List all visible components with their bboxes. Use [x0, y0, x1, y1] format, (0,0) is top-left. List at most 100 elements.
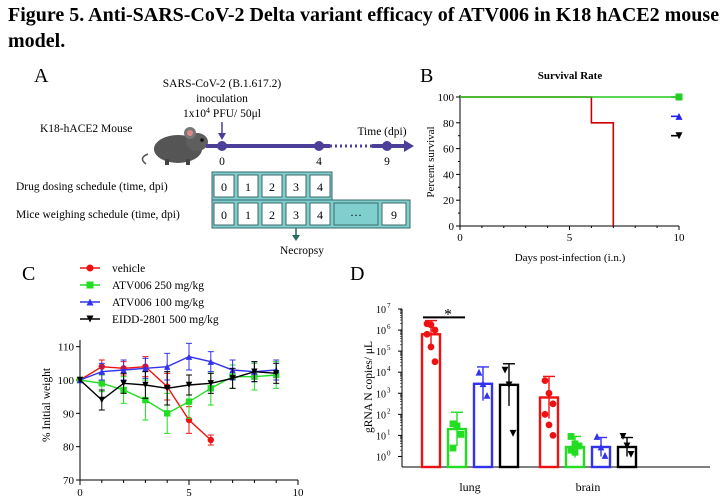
- weight-point: [164, 385, 171, 392]
- timeline-arrowhead: [404, 140, 414, 152]
- panel-b-survival-chart: B Survival Rate 0 20 40 60 80 100 0 5 10 Days post…: [420, 65, 685, 264]
- category-label: brain: [576, 480, 601, 494]
- timeline-tick-4: 4: [316, 156, 322, 168]
- drug-day-label: 2: [269, 180, 275, 194]
- legend-marker: [86, 264, 94, 272]
- y-tick-label: 80: [63, 442, 75, 454]
- data-point: [597, 443, 605, 451]
- bar-group: [616, 433, 638, 469]
- y-tick-label: 100: [438, 92, 455, 104]
- drug-day-cell: [285, 174, 307, 198]
- weigh-day-cell: [381, 202, 407, 226]
- survival-line-0: [460, 96, 615, 226]
- data-point: [423, 330, 431, 338]
- y-tick-label: 80: [443, 118, 455, 130]
- necropsy-label: Necropsy: [280, 245, 324, 257]
- data-point: [619, 433, 627, 440]
- y-axis-label: % Initial weight: [41, 367, 53, 442]
- weigh-day-cell: [333, 202, 379, 226]
- weight-point: [98, 396, 105, 404]
- bar-group: [564, 433, 586, 469]
- weigh-day-label: 4: [317, 208, 323, 222]
- legend-label: ATV006 250 mg/kg: [112, 280, 204, 292]
- data-point: [541, 410, 549, 418]
- data-point: [567, 446, 575, 454]
- drug-day-label: 4: [317, 180, 323, 194]
- y-tick-exponent: 1: [387, 428, 391, 436]
- weight-point: [229, 375, 236, 382]
- y-tick-exponent: 0: [387, 449, 391, 457]
- data-point: [479, 380, 487, 388]
- y-tick-exponent: 7: [387, 302, 391, 310]
- weight-series-1: [76, 361, 280, 434]
- data-point: [501, 366, 509, 374]
- legend-label: vehicle: [112, 263, 145, 275]
- y-tick-label: 10: [376, 452, 386, 463]
- weigh-schedule-label: Mice weighing schedule (time, dpi): [16, 209, 180, 221]
- y-tick-label: 100: [58, 375, 75, 387]
- data-point: [427, 321, 435, 329]
- x-tick-label: 5: [567, 232, 573, 244]
- data-point: [449, 444, 457, 452]
- weigh-day-cell: [237, 202, 259, 226]
- data-point: [571, 448, 579, 456]
- significance-label: *: [444, 306, 452, 323]
- y-tick-label: 10: [376, 326, 386, 337]
- weight-point: [142, 396, 149, 404]
- bar: [420, 333, 442, 469]
- drug-schedule-label: Drug dosing schedule (time, dpi): [16, 181, 168, 193]
- drug-day-cell: [309, 174, 331, 198]
- survival-marker-2: [675, 112, 683, 120]
- timeline-tick-9: 9: [384, 156, 390, 168]
- y-tick-exponent: 5: [387, 344, 391, 352]
- data-point: [457, 430, 465, 438]
- timeline-dot-4: [314, 141, 324, 151]
- legend-label: EIDD-2801 500 mg/kg: [112, 314, 219, 326]
- y-axis-label: gRNA N copies/ μL: [363, 341, 375, 433]
- y-tick-label: 90: [63, 408, 75, 420]
- data-point: [509, 429, 517, 437]
- data-point: [601, 452, 609, 459]
- legend-marker: [86, 298, 94, 306]
- weigh-day-cell: [261, 202, 283, 226]
- data-point: [505, 381, 513, 389]
- weight-point: [207, 436, 214, 444]
- y-tick-label: 10: [376, 389, 386, 400]
- data-point: [483, 391, 491, 399]
- figure-title: Figure 5. Anti-SARS-CoV-2 Delta variant …: [8, 4, 720, 52]
- data-point: [575, 442, 583, 450]
- data-point: [549, 432, 557, 439]
- y-tick-exponent: 4: [387, 365, 391, 373]
- weight-point: [98, 368, 105, 375]
- weight-line: [79, 355, 277, 381]
- bar-group: [590, 433, 612, 469]
- data-point: [431, 358, 439, 366]
- panel-c-letter: C: [22, 263, 35, 285]
- weight-point: [76, 376, 84, 384]
- timeline-tick-0: 0: [219, 156, 225, 168]
- inoculation-label: inoculation: [196, 93, 248, 105]
- x-tick-label: 10: [293, 487, 305, 499]
- weight-point: [251, 368, 258, 375]
- x-tick-label: 5: [186, 487, 192, 499]
- weight-point: [164, 410, 171, 417]
- panel-b-letter: B: [420, 65, 433, 87]
- weight-point: [273, 370, 280, 377]
- weigh-day-label: 2: [269, 208, 275, 222]
- x-tick-label: 0: [77, 487, 83, 499]
- data-point: [627, 450, 635, 458]
- weight-point: [207, 380, 214, 387]
- timeline-dot-9: [382, 141, 392, 151]
- weigh-day-label: 0: [221, 208, 227, 222]
- weight-line: [79, 370, 277, 401]
- weigh-day-cell: [213, 202, 235, 226]
- bar-group: [472, 366, 494, 469]
- y-axis-label: Percent survival: [425, 126, 437, 197]
- bar-group: [498, 363, 520, 469]
- y-tick-label: 10: [376, 347, 386, 358]
- y-tick-label: 0: [449, 221, 455, 233]
- data-point: [567, 433, 575, 440]
- x-axis-label: Days post-infection (i.n.): [515, 252, 626, 264]
- data-point: [549, 400, 557, 408]
- inoculation-arrowhead: [218, 133, 226, 140]
